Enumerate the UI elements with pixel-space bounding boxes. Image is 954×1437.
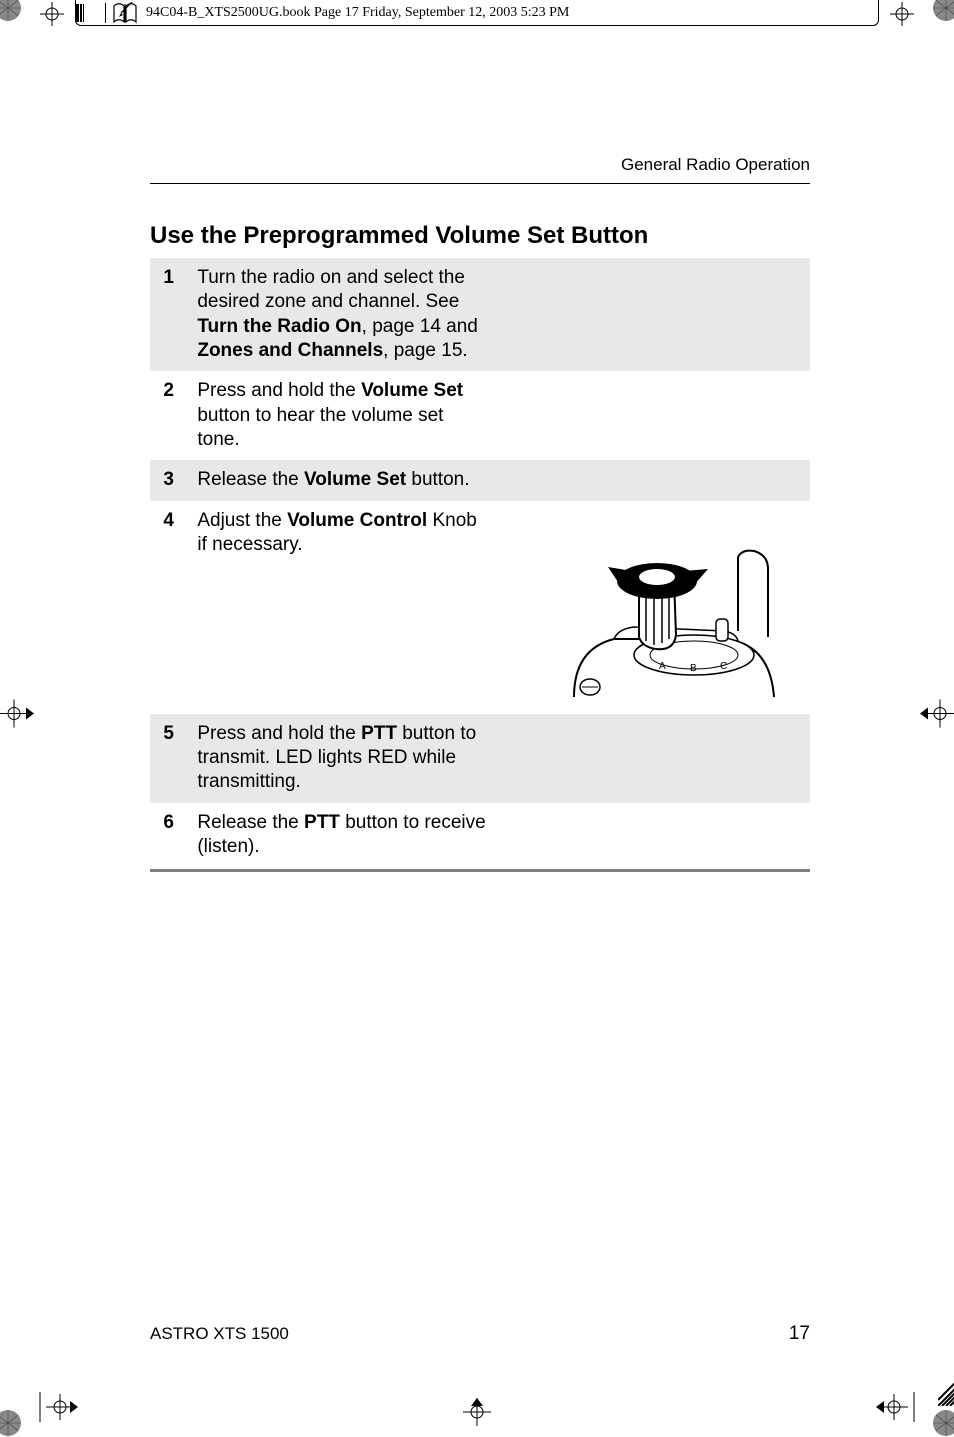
step-number: 3 <box>150 460 187 500</box>
step-image-cell <box>499 803 810 868</box>
step-image-cell: A B C <box>499 501 810 714</box>
step-row: 6Release the PTT button to receive (list… <box>150 803 810 868</box>
reg-target-top-right <box>890 2 914 31</box>
draft-header-text: 94C04-B_XTS2500UG.book Page 17 Friday, S… <box>146 5 569 21</box>
step-number: 2 <box>150 371 187 460</box>
pdf-draft-header: 94C04-B_XTS2500UG.book Page 17 Friday, S… <box>75 0 879 26</box>
book-lines-icon <box>75 3 93 23</box>
reg-target-bottom-left <box>34 1392 78 1427</box>
step-text: Adjust the Volume Control Knob if necess… <box>187 501 498 714</box>
stripe-mark-icon <box>938 1380 954 1411</box>
reg-globe-top-left <box>0 0 22 22</box>
step-text: Turn the radio on and select the desired… <box>187 258 498 371</box>
step-number: 1 <box>150 258 187 371</box>
step-image-cell <box>499 714 810 803</box>
draft-book-icon <box>112 2 138 24</box>
step-number: 4 <box>150 501 187 714</box>
reg-globe-bottom-right <box>932 1409 954 1437</box>
step-text: Release the Volume Set button. <box>187 460 498 500</box>
head-rule <box>150 183 810 184</box>
reg-target-top-left <box>40 2 64 31</box>
step-row: 4Adjust the Volume Control Knob if neces… <box>150 501 810 714</box>
page-content: General Radio Operation Use the Preprogr… <box>150 155 810 872</box>
volume-knob-illustration: A B C <box>524 509 784 699</box>
step-image-cell <box>499 460 810 500</box>
reg-target-bottom-center <box>457 1396 497 1431</box>
step-text: Press and hold the Volume Set button to … <box>187 371 498 460</box>
steps-table: 1Turn the radio on and select the desire… <box>150 258 810 867</box>
knob-label-a: A <box>659 661 666 672</box>
end-rule <box>150 869 810 872</box>
step-row: 3Release the Volume Set button. <box>150 460 810 500</box>
reg-target-bottom-right <box>876 1392 920 1427</box>
step-row: 1Turn the radio on and select the desire… <box>150 258 810 371</box>
step-row: 2Press and hold the Volume Set button to… <box>150 371 810 460</box>
section-title: Use the Preprogrammed Volume Set Button <box>150 222 810 250</box>
reg-globe-top-right <box>932 0 954 22</box>
reg-globe-bottom-left <box>0 1409 22 1437</box>
step-image-cell <box>499 258 810 371</box>
step-row: 5Press and hold the PTT button to transm… <box>150 714 810 803</box>
running-head: General Radio Operation <box>150 155 810 175</box>
reg-target-right-center <box>920 693 954 738</box>
step-image-cell <box>499 371 810 460</box>
step-number: 5 <box>150 714 187 803</box>
page-footer: ASTRO XTS 1500 17 <box>150 1323 810 1345</box>
knob-label-b: B <box>690 663 697 674</box>
step-text: Release the PTT button to receive (liste… <box>187 803 498 868</box>
footer-product: ASTRO XTS 1500 <box>150 1324 289 1344</box>
step-number: 6 <box>150 803 187 868</box>
reg-target-left-center <box>0 693 34 738</box>
knob-label-c: C <box>720 661 727 672</box>
footer-page-number: 17 <box>789 1323 810 1345</box>
step-text: Press and hold the PTT button to transmi… <box>187 714 498 803</box>
